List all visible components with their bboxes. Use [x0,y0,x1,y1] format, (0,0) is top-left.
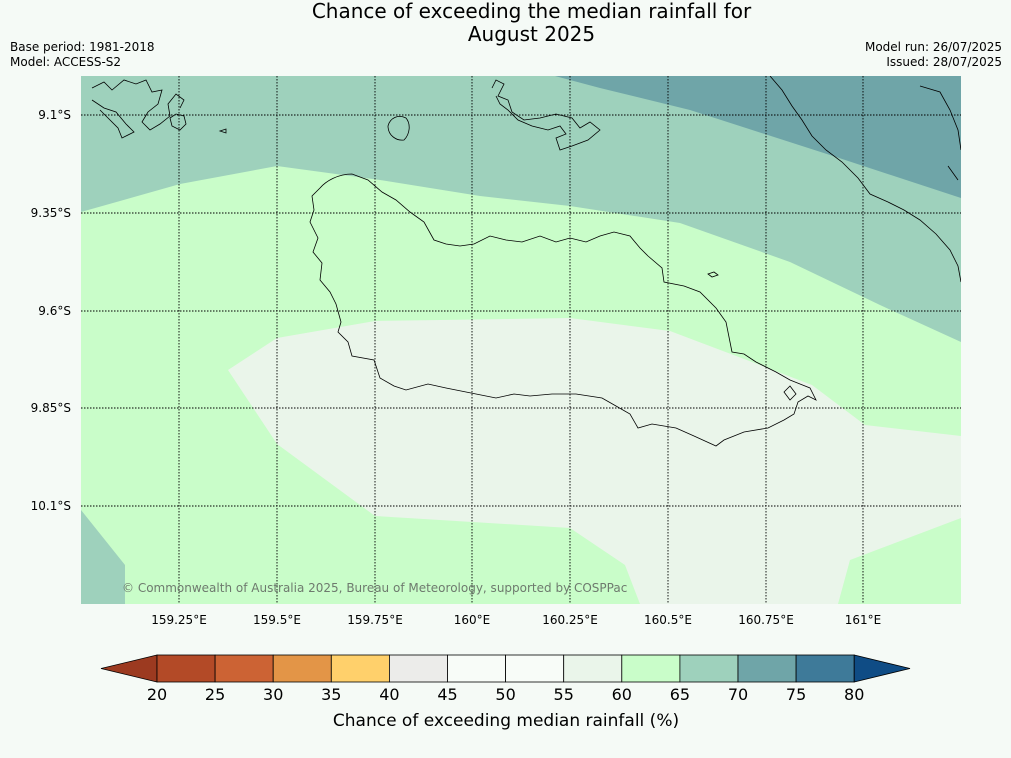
colorbar-tick: 60 [612,685,632,704]
model-info: Base period: 1981-2018 Model: ACCESS-S2 [10,40,155,70]
lat-label: 9.35°S [31,206,71,220]
lat-label: 9.6°S [38,304,71,318]
colorbar-tick: 50 [495,685,515,704]
colorbar-tick: 45 [437,685,457,704]
colorbar: 20 25 30 35 40 45 50 55 60 65 70 75 80 C… [100,654,911,731]
coastline-malaita-west [491,79,601,151]
model-run-date: Model run: 26/07/2025 [864,40,1002,54]
zone-65-70-corner [81,510,125,604]
colorbar-extend-low [100,654,158,683]
copyright-notice: © Commonwealth of Australia 2025, Bureau… [122,581,627,595]
coastline-islet [707,271,719,278]
map-title: Chance of exceeding the median rainfall … [0,0,1011,46]
coastline-islet [218,128,227,134]
coastline-island-small [387,116,410,141]
colorbar-cell [563,654,623,683]
colorbar-tick: 75 [786,685,806,704]
colorbar-cell [795,654,855,683]
lon-label: 159.25°E [151,613,207,627]
lon-label: 160.75°E [738,613,794,627]
coastline-savo [169,113,187,131]
title-line-2: August 2025 [467,22,596,46]
map-frame: © Commonwealth of Australia 2025, Bureau… [81,76,961,604]
colorbar-cell [156,654,216,683]
coastline-islet [783,385,797,401]
colorbar-tick: 55 [554,685,574,704]
colorbar-cell [621,654,681,683]
colorbar-cell [737,654,797,683]
colorbar-cell [272,654,332,683]
longitude-labels: 159.25°E 159.5°E 159.75°E 160°E 160.25°E… [151,613,881,627]
colorbar-cell [388,654,448,683]
colorbar-tick-labels: 20 25 30 35 40 45 50 55 60 65 70 75 80 [147,685,865,704]
colorbar-tick: 70 [728,685,748,704]
colorbar-tick: 40 [379,685,399,704]
colorbar-tick: 30 [263,685,283,704]
coastline-malaita-east [769,76,961,283]
base-period: Base period: 1981-2018 [10,40,155,54]
lat-label: 10.1°S [31,499,71,513]
colorbar-cell [214,654,274,683]
zone-55-60 [228,318,961,604]
model-name: Model: ACCESS-S2 [10,55,122,69]
coastline-guadalcanal [309,173,817,447]
lon-label: 160.25°E [542,613,598,627]
colorbar-tick: 80 [844,685,864,704]
lon-label: 159.5°E [253,613,301,627]
issued-date: Issued: 28/07/2025 [886,55,1002,69]
coastline-florida-islands [91,79,185,139]
title-line-1: Chance of exceeding the median rainfall … [311,0,752,23]
colorbar-cells [100,654,911,683]
lon-label: 160°E [454,613,491,627]
colorbar-tick: 65 [670,685,690,704]
colorbar-title: Chance of exceeding median rainfall (%) [333,711,679,731]
colorbar-tick: 25 [205,685,225,704]
lon-label: 159.75°E [347,613,403,627]
lon-label: 160.5°E [644,613,692,627]
zone-70-75 [555,76,961,198]
latitude-labels: 9.1°S 9.35°S 9.6°S 9.85°S 10.1°S [31,108,71,513]
colorbar-cell [330,654,390,683]
lon-label: 161°E [845,613,882,627]
graticule [81,76,961,604]
colorbar-cell [505,654,565,683]
coastlines [91,76,961,447]
lat-label: 9.85°S [31,401,71,415]
lat-label: 9.1°S [38,108,71,122]
colorbar-extend-high [853,654,911,683]
colorbar-tick: 35 [321,685,341,704]
run-info: Model run: 26/07/2025 Issued: 28/07/2025 [865,40,1002,70]
colorbar-cell [679,654,739,683]
colorbar-tick: 20 [147,685,167,704]
colorbar-cell [447,654,506,683]
